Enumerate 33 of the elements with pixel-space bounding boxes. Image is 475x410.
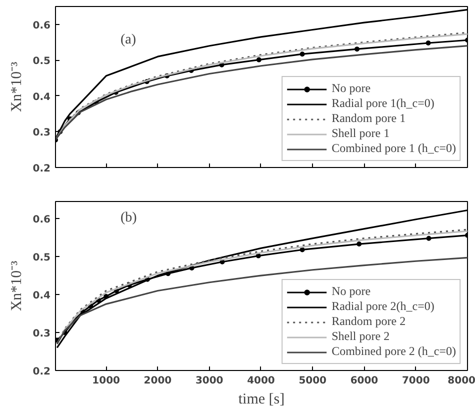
y-tick-label: 0.6	[32, 214, 51, 226]
y-tick-label: 0.5	[32, 252, 51, 264]
legend-label: Combined pore 2 (h_c=0)	[332, 344, 456, 359]
y-tick-label: 0.2	[32, 366, 51, 378]
annotation: (b)	[120, 210, 138, 226]
x-tick-label: 4000	[247, 376, 275, 386]
x-tick-label: 7000	[402, 376, 430, 386]
annotation: (a)	[120, 32, 136, 48]
legend-label: Radial pore 1(h_c=0)	[332, 96, 434, 111]
legend-label: Shell pore 2	[332, 329, 390, 344]
x-tick-label: 8000	[448, 376, 475, 386]
x-tick-label: 1000	[92, 376, 120, 386]
y-tick-label: 0.2	[32, 164, 51, 174]
x-tick-label: 2000	[144, 376, 172, 386]
legend-label: No pore	[332, 81, 371, 96]
x-tick-label: 5000	[298, 376, 327, 386]
y-axis-title: Xn*10⁻³	[8, 260, 25, 312]
x-tick-label: 6000	[350, 376, 378, 386]
x-axis-title: time [s]	[238, 392, 285, 408]
y-tick-label: 0.6	[32, 20, 51, 32]
legend-label: Radial pore 2(h_c=0)	[332, 299, 434, 314]
y-tick-label: 0.5	[32, 56, 51, 68]
legend-label: No pore	[332, 284, 371, 299]
legend-label: Random pore 2	[332, 314, 406, 329]
y-tick-label: 0.3	[32, 328, 51, 340]
y-tick-label: 0.3	[32, 128, 51, 139]
y-tick-label: 0.4	[32, 290, 51, 302]
y-axis-title: Xn*10⁻³	[8, 61, 25, 112]
legend-label: Random pore 1	[332, 111, 406, 126]
legend-label: Shell pore 1	[332, 126, 390, 141]
legend-label: Combined pore 1 (h_c=0)	[332, 141, 456, 156]
y-tick-label: 0.4	[32, 92, 51, 103]
x-tick-label: 3000	[195, 376, 224, 386]
